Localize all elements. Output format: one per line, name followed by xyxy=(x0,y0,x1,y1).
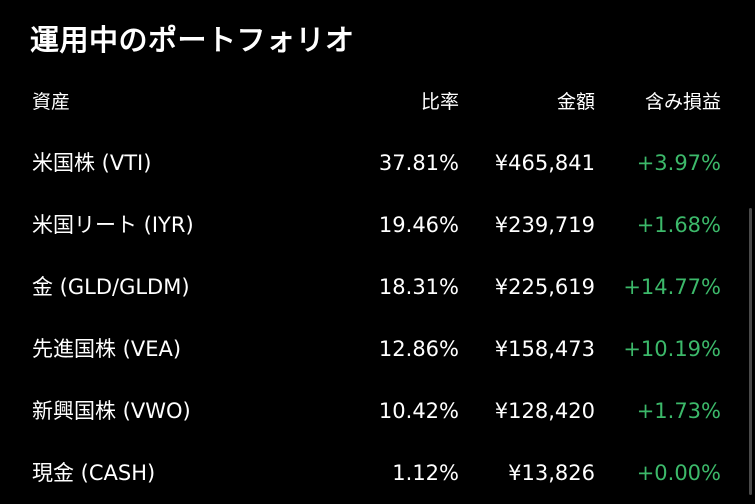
unrealized-gain: +14.77% xyxy=(623,274,721,299)
asset-name: 先進国株 (VEA) xyxy=(32,336,182,361)
unrealized-gain: +3.97% xyxy=(636,150,721,175)
holding-amount: ¥158,473 xyxy=(494,336,595,361)
asset-name: 現金 (CASH) xyxy=(32,460,156,485)
unrealized-gain: +1.68% xyxy=(636,212,721,237)
unrealized-gain: +1.73% xyxy=(636,398,721,423)
column-header-asset: 資産 xyxy=(32,90,71,113)
asset-name: 米国株 (VTI) xyxy=(32,150,152,175)
asset-name: 金 (GLD/GLDM) xyxy=(32,274,190,299)
allocation-ratio: 10.42% xyxy=(378,398,459,423)
allocation-ratio: 1.12% xyxy=(392,460,459,485)
table-row[interactable]: 米国リート (IYR) 19.46% ¥239,719 +1.68% xyxy=(0,194,755,256)
table-row[interactable]: 金 (GLD/GLDM) 18.31% ¥225,619 +14.77% xyxy=(0,256,755,318)
portfolio-table: 資産 比率 金額 含み損益 米国株 (VTI) 37.81% ¥465,841 … xyxy=(0,72,755,504)
column-header-amount: 金額 xyxy=(556,90,595,113)
table-row[interactable]: 新興国株 (VWO) 10.42% ¥128,420 +1.73% xyxy=(0,380,755,442)
page-title: 運用中のポートフォリオ xyxy=(30,23,355,57)
table-row[interactable]: 米国株 (VTI) 37.81% ¥465,841 +3.97% xyxy=(0,132,755,194)
table-header: 資産 比率 金額 含み損益 xyxy=(0,72,755,132)
column-header-ratio: 比率 xyxy=(420,90,459,113)
holding-amount: ¥225,619 xyxy=(494,274,595,299)
allocation-ratio: 37.81% xyxy=(378,150,459,175)
table-row[interactable]: 先進国株 (VEA) 12.86% ¥158,473 +10.19% xyxy=(0,318,755,380)
holding-amount: ¥239,719 xyxy=(494,212,595,237)
unrealized-gain: +10.19% xyxy=(623,336,721,361)
unrealized-gain: +0.00% xyxy=(636,460,721,485)
holding-amount: ¥128,420 xyxy=(494,398,595,423)
table-row[interactable]: 現金 (CASH) 1.12% ¥13,826 +0.00% xyxy=(0,442,755,504)
allocation-ratio: 12.86% xyxy=(378,336,459,361)
holding-amount: ¥465,841 xyxy=(494,150,595,175)
scrollbar[interactable] xyxy=(749,208,752,495)
allocation-ratio: 19.46% xyxy=(378,212,459,237)
holding-amount: ¥13,826 xyxy=(508,460,595,485)
asset-name: 米国リート (IYR) xyxy=(32,212,194,237)
asset-name: 新興国株 (VWO) xyxy=(32,398,191,423)
allocation-ratio: 18.31% xyxy=(378,274,459,299)
column-header-profit-loss: 含み損益 xyxy=(644,90,721,113)
